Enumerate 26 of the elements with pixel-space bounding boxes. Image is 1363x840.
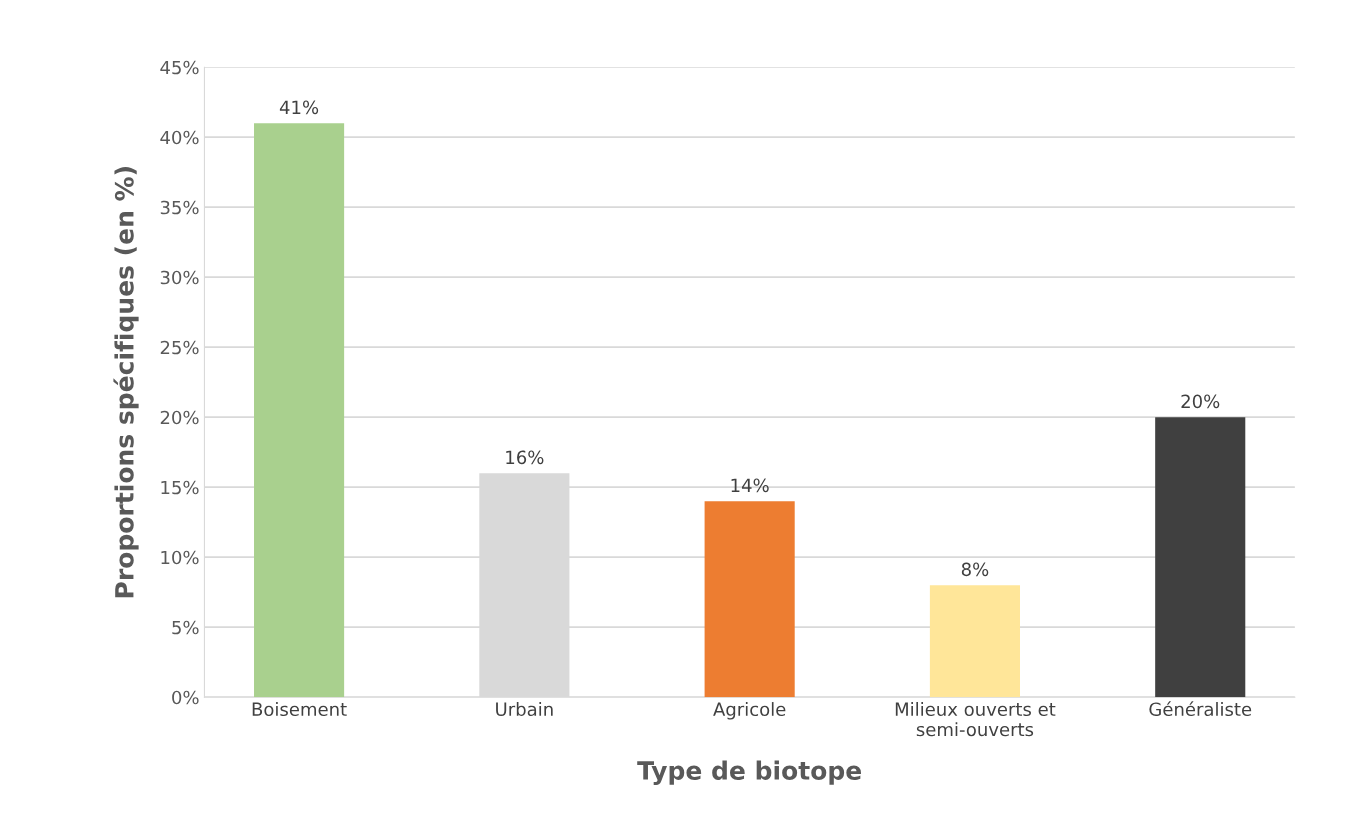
y-tick-label: 15%	[161, 480, 199, 495]
data-label: 8%	[961, 562, 989, 577]
y-tick-label: 20%	[160, 410, 199, 425]
x-tick-label: Milieux ouverts et semi-ouverts	[895, 702, 1056, 737]
x-tick-label: Urbain	[496, 702, 553, 717]
bar	[929, 585, 1020, 698]
y-tick-label: 0%	[172, 690, 199, 705]
data-label: 41%	[279, 100, 319, 115]
y-tick-label: 10%	[161, 550, 199, 565]
bar	[704, 501, 795, 698]
y-tick-label: 5%	[172, 620, 199, 635]
y-tick-label: 35%	[160, 200, 199, 215]
data-label: 16%	[506, 450, 544, 465]
y-tick-label: 25%	[160, 340, 199, 355]
x-tick-label: Agricole	[713, 702, 786, 720]
data-label: 20%	[1181, 394, 1220, 409]
x-tick-label: Généraliste	[1149, 701, 1252, 717]
x-tick-label: Boisement	[252, 702, 347, 717]
y-tick-label: 30%	[160, 270, 199, 285]
y-tick-label: 40%	[160, 130, 199, 145]
bar	[254, 123, 345, 698]
y-axis-title: Proportions spécifiques (en %)	[113, 167, 139, 598]
data-label: 14%	[731, 478, 769, 493]
bar	[1155, 417, 1246, 698]
x-axis-title: Type de biotope	[637, 760, 861, 785]
y-tick-label: 45%	[160, 60, 199, 75]
